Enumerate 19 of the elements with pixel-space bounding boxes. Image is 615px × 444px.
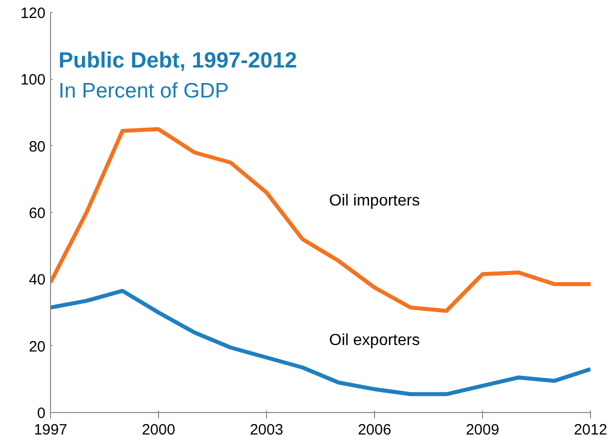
x-tick-label: 2006 [358, 422, 392, 438]
x-tick-label: 2000 [142, 422, 176, 438]
x-tick-label: 2012 [574, 422, 608, 438]
y-tick-label: 100 [20, 72, 46, 89]
line-series [50, 127, 590, 313]
x-tick-label: 2009 [466, 422, 500, 438]
text: In Percent of GDP [58, 80, 229, 102]
series-label: Oil exporters [329, 332, 420, 350]
line-series [50, 288, 590, 396]
x-tick-label: 1997 [34, 422, 68, 438]
y-tick-label: 80 [28, 138, 46, 156]
y-tick-label: 120 [20, 5, 46, 22]
y-tick-label: 0 [37, 405, 46, 422]
x-tick-label: 2003 [250, 422, 284, 438]
y-tick-label: 40 [28, 272, 46, 289]
text: Oil importers [329, 192, 420, 210]
text: Public Debt, 1997-2012 [58, 48, 297, 72]
y-tick-label: 20 [28, 338, 46, 356]
y-tick-label: 60 [28, 205, 46, 222]
